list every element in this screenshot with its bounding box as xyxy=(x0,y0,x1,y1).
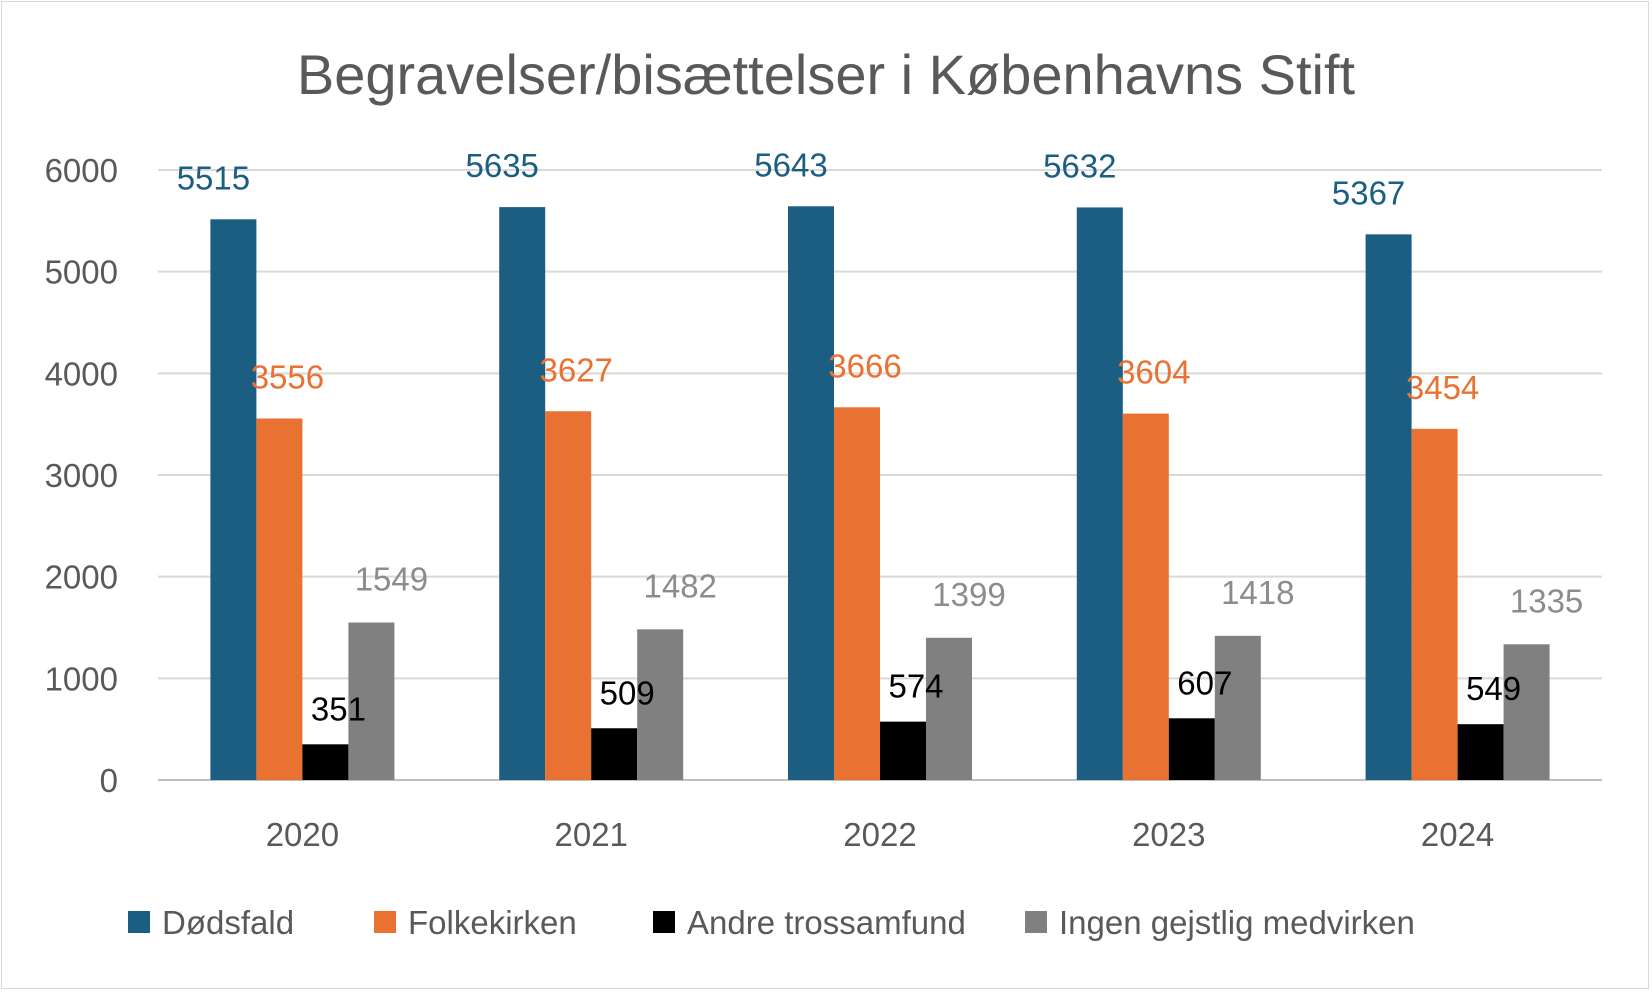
data-label: 1418 xyxy=(1221,574,1294,611)
data-label: 574 xyxy=(888,668,943,705)
data-label: 1482 xyxy=(643,567,716,604)
legend-label: Andre trossamfund xyxy=(687,904,966,941)
legend-label: Folkekirken xyxy=(408,904,577,941)
y-tick-label: 3000 xyxy=(45,457,118,494)
bar xyxy=(1365,234,1412,781)
data-label: 549 xyxy=(1466,670,1521,707)
bar xyxy=(1122,413,1169,780)
data-label: 3604 xyxy=(1117,354,1190,391)
x-tick-label: 2020 xyxy=(266,816,339,853)
x-tick-label: 2021 xyxy=(554,816,627,853)
bar xyxy=(545,411,592,780)
legend-swatch xyxy=(128,911,150,933)
legend-swatch xyxy=(653,911,675,933)
data-label: 3627 xyxy=(539,351,612,388)
bar xyxy=(788,206,834,781)
data-label: 1399 xyxy=(932,576,1005,613)
data-label: 1335 xyxy=(1510,582,1583,619)
data-label: 3556 xyxy=(251,358,324,395)
gridlines xyxy=(158,169,1602,781)
bar xyxy=(591,728,638,780)
bar xyxy=(1076,207,1123,780)
bar xyxy=(834,407,880,780)
data-label: 607 xyxy=(1177,664,1232,701)
data-label: 509 xyxy=(600,674,655,711)
bar xyxy=(1168,718,1215,780)
bars xyxy=(210,206,1550,781)
y-tick-label: 2000 xyxy=(45,559,118,596)
y-axis: 0 1000 2000 3000 4000 5000 6000 xyxy=(45,152,118,799)
bar xyxy=(880,721,926,780)
bar xyxy=(210,219,257,780)
data-label: 3666 xyxy=(828,347,901,384)
y-tick-label: 6000 xyxy=(45,152,118,189)
x-tick-label: 2022 xyxy=(843,816,916,853)
bar xyxy=(637,629,684,780)
data-label: 1549 xyxy=(355,561,428,598)
bar xyxy=(499,207,546,780)
legend-label: Dødsfald xyxy=(162,904,294,941)
data-label: 5632 xyxy=(1043,147,1116,184)
data-labels: 5515 3556 351 1549 5635 3627 509 1482 5643 3666 57… xyxy=(177,146,1584,727)
chart-title: Begravelser/bisættelser i Københavns Sti… xyxy=(297,43,1356,106)
data-label: 3454 xyxy=(1406,369,1479,406)
x-tick-label: 2023 xyxy=(1132,816,1205,853)
bar xyxy=(1457,724,1504,780)
bar xyxy=(1503,644,1550,780)
legend-label: Ingen gejstlig medvirken xyxy=(1059,904,1415,941)
x-axis: 2020 2021 2022 2023 2024 xyxy=(266,816,1495,853)
y-tick-label: 5000 xyxy=(45,254,118,291)
bar xyxy=(348,622,395,780)
y-tick-label: 4000 xyxy=(45,355,118,392)
bar xyxy=(926,637,972,780)
bar xyxy=(1411,428,1458,780)
data-label: 351 xyxy=(311,690,366,727)
y-tick-label: 1000 xyxy=(45,660,118,697)
data-label: 5367 xyxy=(1332,174,1405,211)
bar xyxy=(256,418,303,780)
legend: Dødsfald Folkekirken Andre trossamfund Inge… xyxy=(128,904,1415,941)
y-tick-label: 0 xyxy=(100,762,118,799)
legend-swatch xyxy=(1025,911,1047,933)
data-label: 5635 xyxy=(465,147,538,184)
legend-swatch xyxy=(374,911,396,933)
data-label: 5643 xyxy=(754,146,827,183)
bar xyxy=(1214,635,1261,780)
bar xyxy=(302,744,349,780)
data-label: 5515 xyxy=(177,159,250,196)
x-tick-label: 2024 xyxy=(1421,816,1494,853)
